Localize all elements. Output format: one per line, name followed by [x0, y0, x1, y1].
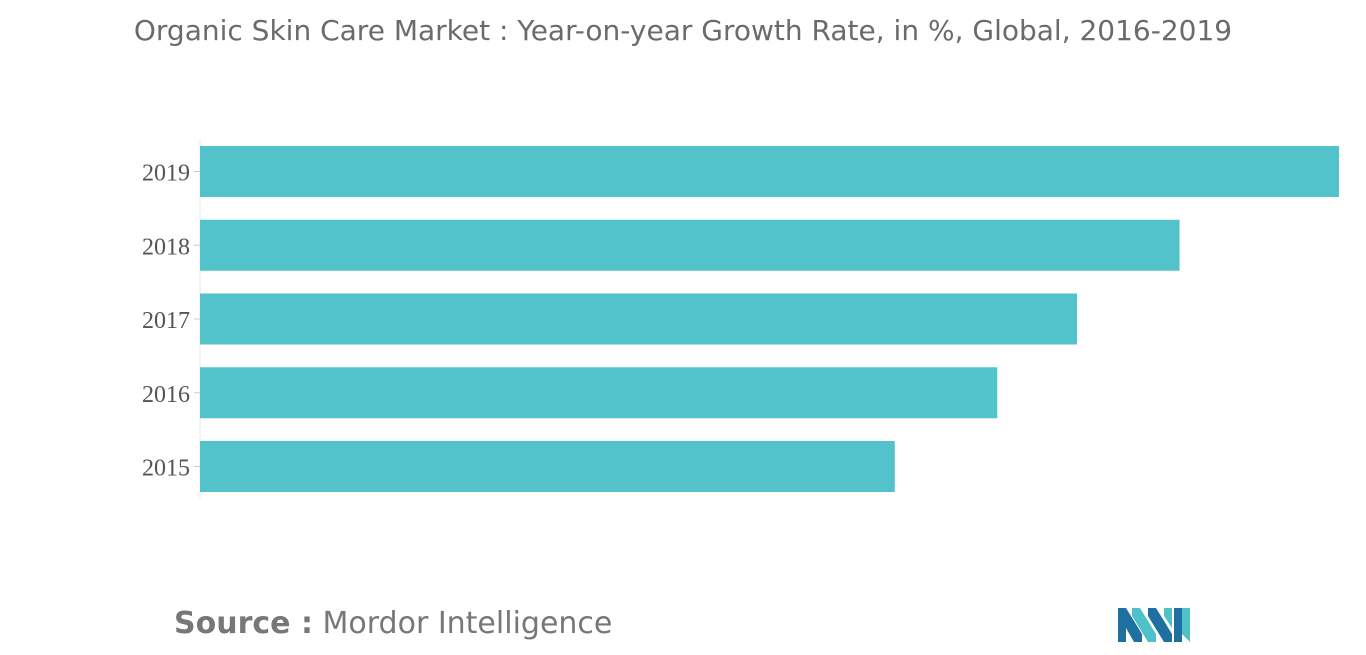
bar-2018 — [200, 219, 1180, 271]
source-note: Source : Mordor Intelligence — [174, 606, 612, 641]
category-label-2017: 2017 — [142, 308, 190, 334]
category-labels-group: 2019 2018 2017 2016 2015 — [142, 161, 200, 482]
bar-2016 — [200, 367, 998, 419]
bar-2017 — [200, 293, 1078, 345]
category-label-2018: 2018 — [142, 234, 190, 260]
chart-title: Organic Skin Care Market : Year-on-year … — [133, 14, 1233, 47]
mordor-intelligence-logo-icon — [1118, 608, 1190, 642]
source-label: Source : — [174, 606, 313, 641]
category-label-2016: 2016 — [142, 382, 190, 408]
source-text: Mordor Intelligence — [322, 606, 613, 641]
category-label-2019: 2019 — [142, 161, 190, 187]
bar-2019 — [200, 146, 1339, 197]
category-label-2015: 2015 — [142, 456, 190, 482]
bar-2015 — [200, 441, 895, 492]
bars-group — [200, 146, 1339, 492]
